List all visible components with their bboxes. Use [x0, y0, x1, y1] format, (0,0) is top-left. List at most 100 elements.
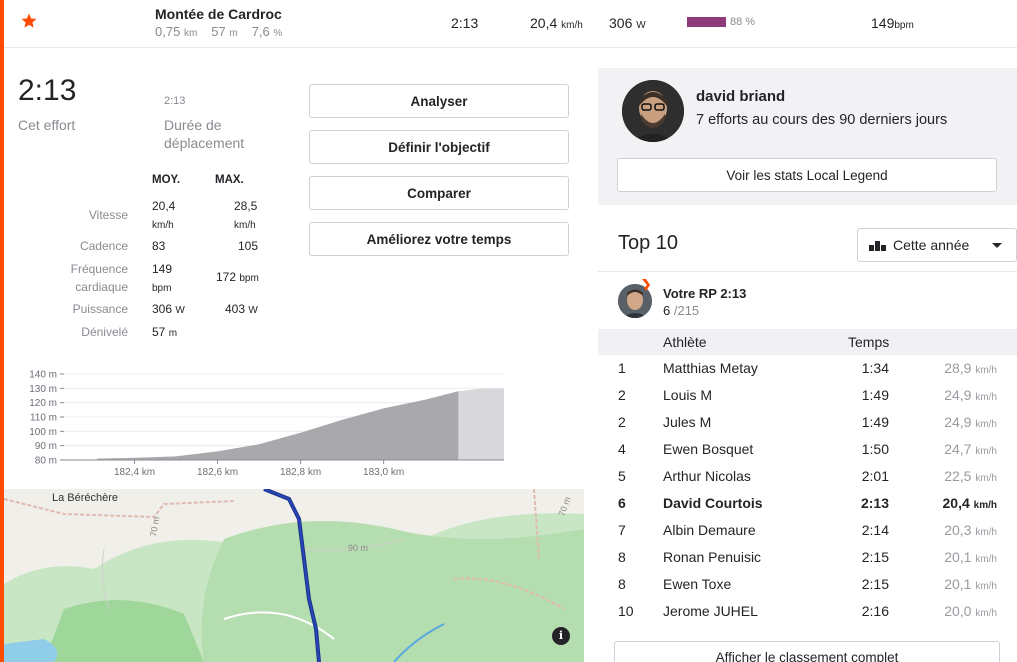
row-time: 2:14: [861, 522, 889, 538]
segment-speed: 20,4 km/h: [530, 15, 583, 31]
segment-name[interactable]: Montée de Cardroc: [155, 6, 282, 22]
row-speed: 24,9 km/h: [944, 414, 997, 430]
set-goal-button[interactable]: Définir l'objectif: [309, 130, 569, 164]
x-tick-label: 182,4 km: [114, 467, 155, 478]
segment-heartrate: 149bpm: [871, 15, 914, 31]
y-tick-label: 80 m: [35, 456, 57, 467]
leaderboard-header: Athlète Temps: [598, 329, 1017, 355]
map-place-label: La Béréchère: [52, 492, 119, 504]
star-icon[interactable]: [20, 12, 38, 30]
effort-time: 2:13: [18, 74, 77, 107]
leaderboard-row[interactable]: 4 Ewen Bosquet 1:50 24,7 km/h: [598, 436, 1017, 463]
contour-label: 90 m: [348, 543, 368, 553]
stat-max-heartrate: 172 bpm: [216, 270, 259, 284]
avatar[interactable]: [622, 80, 684, 142]
effort-time-label: Cet effort: [18, 117, 76, 133]
local-legend-stats-button[interactable]: Voir les stats Local Legend: [617, 158, 997, 192]
chevron-down-icon: [992, 243, 1002, 248]
contour-label: 70 m: [148, 516, 161, 537]
row-athlete[interactable]: Ewen Toxe: [663, 576, 732, 592]
leaderboard-row[interactable]: 7 Albin Demaure 2:14 20,3 km/h: [598, 517, 1017, 544]
row-time: 1:49: [861, 414, 889, 430]
avatar[interactable]: [618, 284, 652, 318]
row-athlete[interactable]: Ronan Penuisic: [663, 549, 762, 565]
analyze-button[interactable]: Analyser: [309, 84, 569, 118]
row-athlete[interactable]: Louis M: [663, 387, 713, 403]
leaderboard-row[interactable]: 10 Jerome JUHEL 2:16 20,0 km/h: [598, 598, 1017, 625]
y-tick-label: 130 m: [29, 384, 57, 395]
leaderboard-row[interactable]: 5 Arthur Nicolas 2:01 22,5 km/h: [598, 463, 1017, 490]
moving-time: 2:13: [164, 95, 186, 107]
row-time: 2:15: [861, 549, 889, 565]
row-rank: 2: [618, 387, 626, 403]
stat-avg-heartrate: 149 bpm: [152, 262, 173, 294]
y-tick-label: 110 m: [30, 413, 57, 424]
row-time: 1:49: [861, 387, 889, 403]
row-athlete[interactable]: Ewen Bosquet: [663, 441, 754, 457]
legend-efforts: 7 efforts au cours des 90 derniers jours: [696, 112, 948, 128]
row-athlete[interactable]: Arthur Nicolas: [663, 468, 751, 484]
personal-record-row[interactable]: Votre RP 2:13 6 /215: [598, 271, 1017, 329]
improve-time-button[interactable]: Améliorez votre temps: [309, 222, 569, 256]
x-tick-label: 183,0 km: [363, 467, 404, 478]
row-rank: 8: [618, 576, 626, 592]
row-rank: 1: [618, 360, 626, 376]
row-athlete[interactable]: David Courtois: [663, 495, 763, 511]
leaderboard-row[interactable]: 8 Ewen Toxe 2:15 20,1 km/h: [598, 571, 1017, 598]
moving-time-label: Durée de déplacement: [164, 117, 245, 151]
segment-power: 306 W: [609, 15, 646, 31]
leaderboard-row[interactable]: 6 David Courtois 2:13 20,4 km/h: [598, 490, 1017, 517]
segment-elevation: 57 m: [211, 24, 238, 39]
row-athlete[interactable]: Matthias Metay: [663, 360, 758, 376]
row-athlete[interactable]: Jerome JUHEL: [663, 603, 758, 619]
segment-time: 2:13: [451, 15, 479, 31]
row-athlete[interactable]: Albin Demaure: [663, 522, 756, 538]
y-tick-label: 120 m: [29, 398, 57, 409]
stat-max-power: 403 W: [225, 302, 258, 316]
route-map[interactable]: 70 m 90 m 70 m La Béréchère i: [4, 489, 584, 662]
elevation-chart[interactable]: 140 m 130 m 120 m 110 m 100 m 90 m 80 m 182,4 …: [18, 368, 508, 480]
achievement-icon: [640, 279, 650, 291]
segment-grade: 7,6 %: [251, 24, 283, 39]
leaderboard-row[interactable]: 1 Matthias Metay 1:34 28,9 km/h: [598, 355, 1017, 382]
y-tick-label: 140 m: [29, 370, 57, 381]
legend-athlete-name[interactable]: david briand: [696, 88, 786, 105]
col-max-header: MAX.: [215, 174, 244, 186]
row-time: 2:16: [861, 603, 889, 619]
row-speed: 20,4 km/h: [942, 495, 997, 511]
stat-avg-speed: 20,4 km/h: [152, 199, 176, 231]
pr-rank: 6 /215: [663, 303, 700, 318]
stat-label-cadence: Cadence: [79, 239, 128, 253]
full-leaderboard-button[interactable]: Afficher le classement complet: [614, 641, 1000, 662]
row-rank: 10: [618, 603, 634, 619]
segment-details: 0,75 km 57 m 7,6 %: [155, 24, 282, 39]
row-speed: 20,1 km/h: [944, 549, 997, 565]
row-time: 2:13: [860, 495, 889, 511]
local-legend-card: david briand 7 efforts au cours des 90 d…: [598, 68, 1017, 205]
compare-button[interactable]: Comparer: [309, 176, 569, 210]
stat-label-elevation: Dénivelé: [81, 325, 128, 339]
info-icon[interactable]: i: [552, 627, 570, 645]
x-tick-label: 182,8 km: [280, 467, 321, 478]
leaderboard-row[interactable]: 8 Ronan Penuisic 2:15 20,1 km/h: [598, 544, 1017, 571]
map-canvas[interactable]: 70 m 90 m 70 m: [4, 489, 584, 662]
elevation-segment-area: [97, 391, 459, 460]
segment-row[interactable]: Montée de Cardroc 0,75 km 57 m 7,6 % 2:1…: [4, 0, 1017, 48]
row-rank: 5: [618, 468, 626, 484]
col-athlete-header: Athlète: [663, 334, 707, 350]
row-rank: 6: [618, 495, 626, 511]
row-time: 1:50: [861, 441, 889, 457]
x-tick-label: 182,6 km: [197, 467, 238, 478]
row-speed: 20,1 km/h: [944, 576, 997, 592]
row-time: 2:15: [861, 576, 889, 592]
period-select[interactable]: Cette année: [857, 228, 1017, 262]
stat-label-heartrate: Fréquence cardiaque: [70, 262, 128, 294]
period-label: Cette année: [893, 237, 970, 253]
row-time: 2:01: [861, 468, 889, 484]
power-bar: [687, 17, 726, 27]
row-speed: 24,9 km/h: [944, 387, 997, 403]
stat-avg-cadence: 83: [152, 239, 166, 253]
leaderboard-row[interactable]: 2 Jules M 1:49 24,9 km/h: [598, 409, 1017, 436]
leaderboard-row[interactable]: 2 Louis M 1:49 24,9 km/h: [598, 382, 1017, 409]
row-athlete[interactable]: Jules M: [663, 414, 712, 430]
